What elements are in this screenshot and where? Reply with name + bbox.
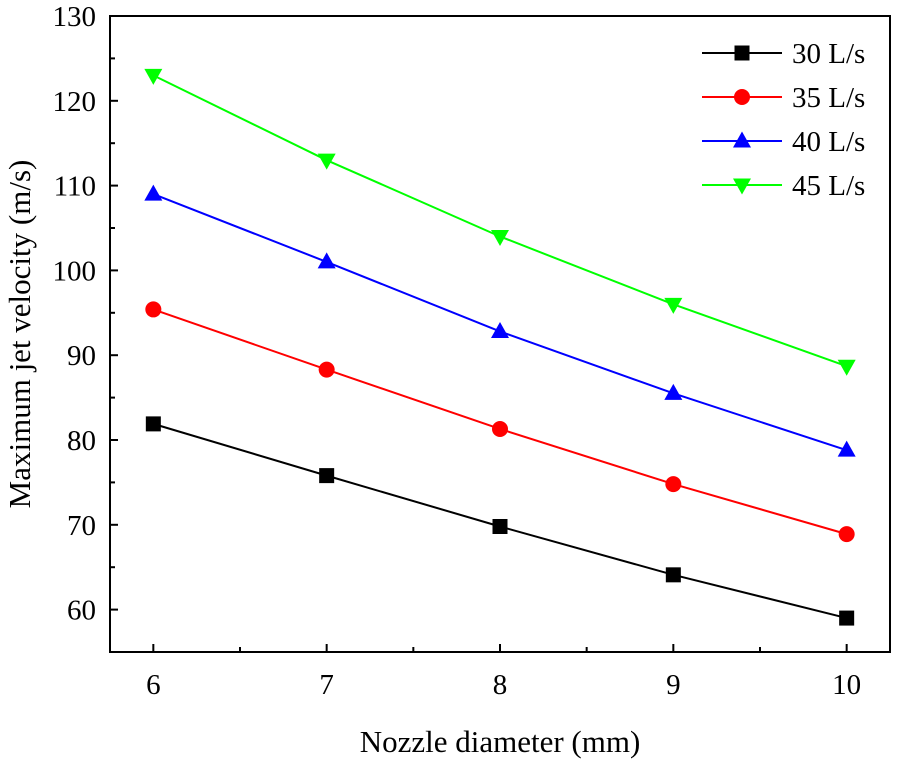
data-point	[144, 184, 163, 201]
data-point	[317, 153, 336, 170]
data-point	[145, 301, 162, 318]
data-point	[665, 476, 682, 493]
data-point	[491, 321, 509, 338]
x-axis-label: Nozzle diameter (mm)	[360, 724, 641, 759]
series-1	[145, 301, 855, 543]
y-tick-label: 70	[67, 510, 96, 542]
data-point	[665, 567, 681, 583]
data-point	[839, 610, 855, 626]
data-point	[317, 252, 336, 269]
series-3	[144, 68, 856, 376]
legend-item: 35 L/s	[702, 82, 865, 114]
legend-item: 30 L/s	[702, 38, 865, 70]
ticks-layer: 6 7 8 9 10 60 70 80 90 100 110 120 130	[53, 1, 862, 701]
series-0	[145, 416, 855, 626]
x-tick-label: 8	[493, 669, 508, 701]
y-tick-label: 110	[54, 171, 96, 203]
y-tick-label: 60	[67, 595, 96, 627]
legend-marker	[734, 89, 750, 105]
y-tick-label: 130	[53, 1, 97, 33]
legend: 30 L/s 35 L/s 40 L/s 45 L/s	[702, 38, 865, 202]
legend-label: 30 L/s	[792, 38, 865, 70]
legend-label: 35 L/s	[792, 82, 865, 114]
data-point	[664, 297, 683, 314]
data-point	[319, 468, 335, 484]
legend-label: 45 L/s	[792, 170, 865, 202]
data-point	[145, 416, 161, 432]
y-tick-label: 100	[53, 255, 97, 287]
legend-marker	[734, 45, 750, 61]
legend-marker	[733, 131, 751, 148]
y-tick-label: 80	[67, 425, 96, 457]
legend-item: 40 L/s	[702, 126, 865, 158]
series-2	[144, 184, 856, 457]
legend-marker	[733, 178, 751, 195]
data-point	[318, 361, 335, 378]
x-tick-label: 9	[666, 669, 681, 701]
y-tick-label: 90	[67, 340, 96, 372]
x-tick-label: 6	[146, 669, 161, 701]
x-tick-label: 10	[832, 669, 861, 701]
data-point	[491, 229, 509, 246]
data-point	[492, 420, 508, 437]
data-point	[837, 359, 856, 376]
data-point	[492, 518, 508, 534]
data-point	[838, 526, 855, 543]
x-tick-label: 7	[319, 669, 334, 701]
y-tick-label: 120	[53, 86, 97, 118]
series-layer	[144, 68, 856, 626]
data-point	[664, 383, 683, 400]
y-axis-label: Maximum jet velocity (m/s)	[2, 160, 37, 509]
data-point	[837, 440, 856, 457]
legend-label: 40 L/s	[792, 126, 865, 158]
legend-item: 45 L/s	[702, 170, 865, 202]
data-point	[144, 68, 163, 85]
